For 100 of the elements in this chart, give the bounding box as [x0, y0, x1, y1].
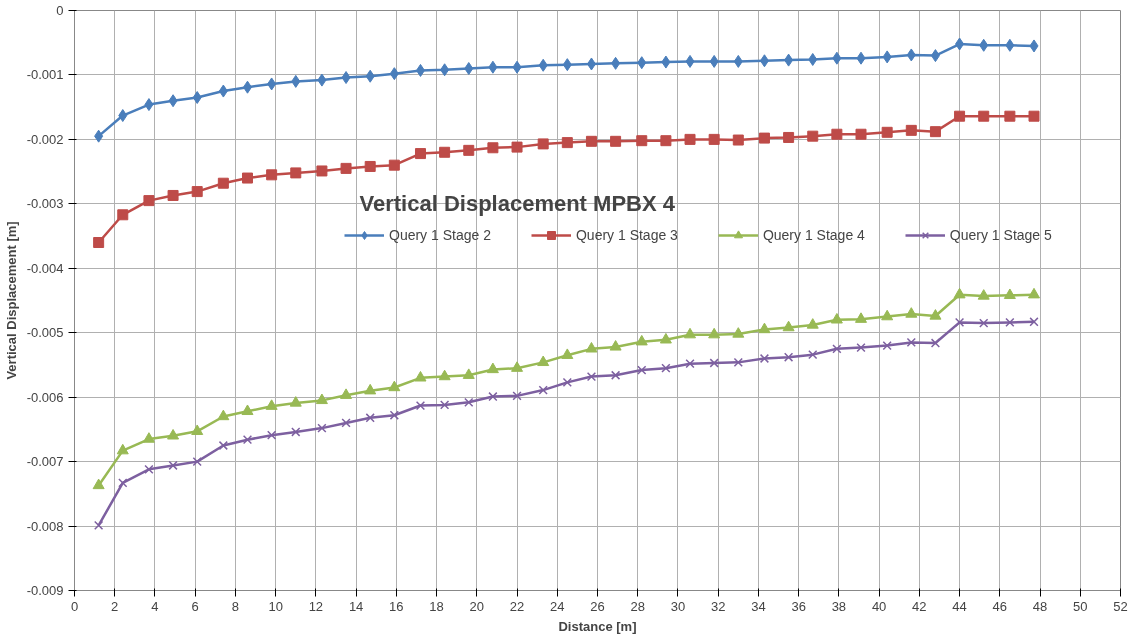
x-tick-label: 18 [429, 598, 444, 614]
point [94, 129, 104, 143]
point [684, 327, 697, 339]
point [661, 363, 671, 373]
point [289, 396, 302, 407]
point [832, 344, 842, 354]
point [192, 91, 202, 104]
point [92, 478, 105, 490]
y-tick-label: -0.001 [26, 67, 64, 83]
point [486, 362, 499, 374]
point [1028, 110, 1040, 122]
point [906, 48, 916, 62]
point [316, 165, 328, 177]
point [586, 371, 597, 382]
point [732, 327, 745, 338]
point [93, 237, 105, 248]
point [464, 397, 474, 407]
point [881, 126, 893, 138]
point [733, 54, 743, 68]
point [167, 189, 179, 201]
point [732, 134, 744, 146]
point [660, 135, 672, 147]
x-tick-label: 4 [151, 598, 159, 614]
point [438, 369, 451, 381]
point [905, 307, 918, 318]
point [415, 400, 426, 411]
point [365, 413, 375, 423]
point [415, 63, 425, 77]
point [340, 388, 353, 399]
point [167, 428, 180, 440]
point [882, 50, 892, 64]
point [538, 385, 548, 395]
point [855, 312, 868, 323]
y-tick-label: -0.002 [26, 131, 64, 147]
x-tick-label: 46 [992, 598, 1008, 614]
point [242, 80, 252, 94]
point [610, 135, 622, 147]
point [511, 361, 524, 372]
x-tick-label: 34 [751, 598, 766, 614]
point [191, 186, 203, 198]
point [636, 135, 648, 147]
point [954, 317, 965, 328]
point [808, 52, 818, 66]
point [978, 110, 990, 122]
point [94, 520, 104, 531]
x-tick-label: 38 [831, 598, 847, 614]
point [462, 368, 475, 379]
point [192, 456, 202, 467]
point [585, 341, 598, 353]
point [759, 353, 770, 364]
point [782, 320, 795, 332]
point [979, 318, 989, 328]
x-tick-label: 40 [871, 598, 887, 614]
point [388, 159, 400, 171]
point [267, 77, 277, 91]
point [291, 427, 301, 437]
point [241, 172, 253, 184]
x-tick-label: 52 [1113, 598, 1128, 614]
x-tick-label: 26 [590, 598, 605, 614]
point [783, 352, 794, 362]
x-tick-label: 20 [469, 598, 485, 614]
point [709, 54, 719, 68]
point [242, 435, 253, 445]
point [341, 71, 351, 85]
point [856, 342, 866, 353]
x-tick-label: 12 [308, 598, 324, 614]
point [1004, 110, 1016, 122]
point [586, 57, 596, 71]
point [806, 318, 819, 329]
point [955, 37, 965, 51]
point [808, 349, 818, 360]
point [217, 177, 229, 189]
point [266, 430, 277, 440]
point [685, 54, 695, 68]
x-tick-label: 44 [952, 598, 967, 614]
y-tick-label: -0.004 [26, 260, 64, 276]
point [733, 357, 743, 368]
legend-label: Query 1 Stage 2 [389, 227, 491, 243]
point [537, 138, 549, 150]
point [759, 54, 769, 68]
point [389, 410, 399, 420]
point [116, 443, 129, 455]
point [117, 209, 129, 221]
point [954, 110, 966, 122]
point [1005, 317, 1015, 328]
x-tick-label: 24 [550, 598, 565, 614]
point [637, 365, 647, 375]
point [562, 58, 572, 72]
point [881, 309, 894, 321]
point [317, 73, 327, 87]
point [635, 334, 648, 346]
point [364, 383, 377, 395]
point [905, 124, 917, 136]
point [758, 132, 770, 144]
y-tick-label: 0 [56, 3, 64, 18]
point [389, 67, 399, 81]
point [709, 358, 719, 368]
point [142, 432, 155, 443]
point [1005, 38, 1015, 52]
x-tick-label: 8 [231, 598, 240, 614]
